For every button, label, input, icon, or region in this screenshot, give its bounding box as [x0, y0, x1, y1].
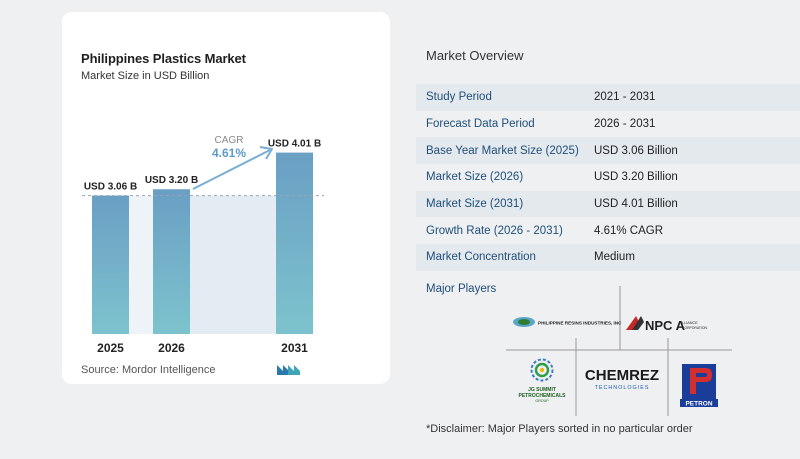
overview-row: Market Size (2031) USD 4.01 Billion [416, 190, 800, 218]
cagr-arrow-head-icon [259, 146, 273, 160]
chart-card: USD 3.06 B USD 3.20 B USD 4.01 B 2025 2026 20… [62, 12, 390, 384]
bar-chart: USD 3.06 B USD 3.20 B USD 4.01 B 2025 2026 20… [82, 135, 324, 355]
overview-row: Market Concentration Medium [416, 244, 800, 271]
cagr-label: CAGR [215, 135, 244, 146]
row-label: Market Size (2031) [426, 198, 524, 211]
svg-text:LLIANCE: LLIANCE [682, 321, 698, 325]
x-tick-label: 2026 [158, 341, 185, 355]
svg-text:PETRON: PETRON [685, 401, 712, 408]
row-label: Market Concentration [426, 251, 536, 264]
jg-summit-logo: JG SUMMIT PETROCHEMICALS GROUP [519, 358, 567, 403]
cagr-value: 4.61% [212, 146, 246, 160]
market-overview: Market Overview Study Period 2021 - 2031 … [416, 0, 800, 459]
row-label: Growth Rate (2026 - 2031) [426, 224, 563, 237]
overview-row: Growth Rate (2026 - 2031) 4.61% CAGR [416, 217, 800, 244]
overview-row: Market Size (2026) USD 3.20 Billion [416, 164, 800, 191]
svg-text:PETROCHEMICALS: PETROCHEMICALS [519, 393, 567, 399]
chart-subtitle: Market Size in USD Billion [81, 70, 210, 82]
mordor-logo-icon [277, 365, 300, 375]
npc-alliance-logo: NPC A LLIANCE CORPORATION [626, 316, 708, 333]
source-text: Source: Mordor Intelligence [81, 364, 216, 376]
svg-text:TECHNOLOGIES: TECHNOLOGIES [595, 385, 650, 391]
x-tick-label: 2025 [97, 341, 124, 355]
overview-row: Forecast Data Period 2026 - 2031 [416, 111, 800, 138]
row-label: Base Year Market Size (2025) [426, 144, 579, 157]
row-label: Market Size (2026) [426, 171, 524, 184]
row-value: Medium [594, 251, 635, 264]
growth-band-left [129, 195, 153, 334]
row-value: 2021 - 2031 [594, 91, 656, 104]
bar-2031 [276, 152, 313, 334]
cagr-arrow-line [192, 149, 271, 190]
svg-text:JG SUMMIT: JG SUMMIT [528, 387, 556, 393]
chart-title: Philippines Plastics Market [81, 51, 246, 66]
row-value: USD 4.01 Billion [594, 198, 678, 211]
row-value: USD 3.20 Billion [594, 171, 678, 184]
bar-2025 [92, 195, 129, 334]
disclaimer-text: *Disclaimer: Major Players sorted in no … [426, 423, 693, 435]
major-players-title: Major Players [426, 283, 497, 295]
row-value: 2026 - 2031 [594, 118, 656, 131]
data-label-2031: USD 4.01 B [268, 139, 321, 150]
philippine-resins-logo: PHILIPPINE RESINS INDUSTRIES, INC [513, 317, 622, 327]
svg-text:NPC A: NPC A [645, 318, 686, 333]
overview-title: Market Overview [426, 48, 524, 63]
overview-row: Study Period 2021 - 2031 [416, 84, 800, 111]
chemrez-logo: CHEMREZ TECHNOLOGIES [585, 367, 659, 391]
overview-table: Study Period 2021 - 2031 Forecast Data Pe… [416, 84, 800, 271]
row-label: Study Period [426, 91, 492, 104]
row-value: USD 3.06 Billion [594, 144, 678, 157]
growth-band [190, 195, 276, 334]
svg-text:CORPORATION: CORPORATION [682, 326, 708, 330]
overview-row: Base Year Market Size (2025) USD 3.06 Bil… [416, 137, 800, 165]
petron-logo: PETRON [680, 364, 718, 408]
data-label-2026: USD 3.20 B [145, 175, 198, 186]
row-label: Forecast Data Period [426, 118, 535, 131]
philippine-resins-text: PHILIPPINE RESINS INDUSTRIES, INC [538, 321, 622, 326]
svg-text:CHEMREZ: CHEMREZ [585, 367, 659, 384]
x-tick-label: 2031 [281, 341, 308, 355]
data-label-2025: USD 3.06 B [84, 182, 137, 193]
bar-2026 [153, 189, 190, 334]
svg-text:GROUP: GROUP [535, 399, 549, 403]
major-players-logos: PHILIPPINE RESINS INDUSTRIES, INC NPC A … [506, 286, 732, 416]
row-value: 4.61% CAGR [594, 224, 664, 237]
